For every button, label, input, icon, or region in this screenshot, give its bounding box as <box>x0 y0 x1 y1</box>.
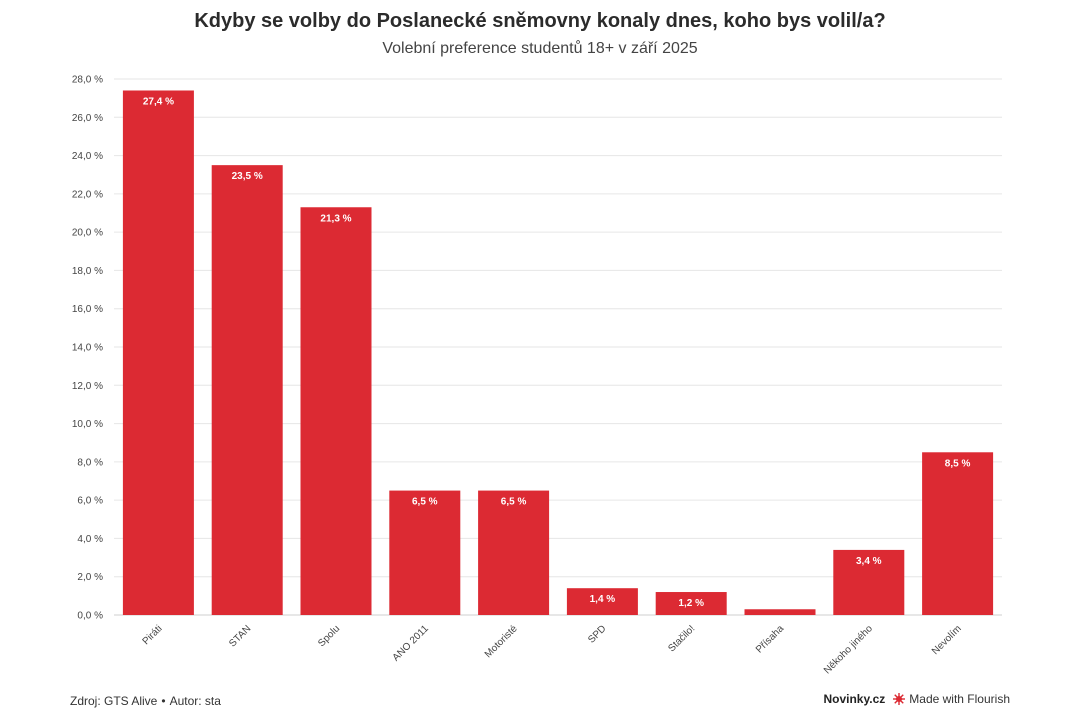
y-tick-label: 12,0 % <box>72 381 103 392</box>
bar <box>922 452 994 615</box>
y-tick-label: 8,0 % <box>77 457 103 468</box>
x-tick-label: STAN <box>227 623 253 649</box>
bar <box>122 90 194 615</box>
y-tick-label: 10,0 % <box>72 419 103 430</box>
y-tick-label: 22,0 % <box>72 189 103 200</box>
footer-branding: Novinky.cz Made with Flourish <box>823 692 1010 706</box>
y-tick-label: 26,0 % <box>72 113 103 124</box>
x-tick-label: SPD <box>586 623 608 645</box>
data-label: 6,5 % <box>501 497 527 508</box>
source-text: Zdroj: GTS Alive <box>70 694 158 708</box>
bar <box>300 207 372 615</box>
bar <box>744 609 816 615</box>
flourish-icon <box>893 693 906 705</box>
chart-subtitle: Volební preference studentů 18+ v září 2… <box>382 40 698 57</box>
data-label: 3,4 % <box>856 556 882 567</box>
flourish-link[interactable]: Made with Flourish <box>893 692 1010 706</box>
author-text: Autor: sta <box>169 694 221 708</box>
y-tick-label: 2,0 % <box>77 572 103 583</box>
data-label: 23,5 % <box>232 171 263 182</box>
bar-chart: 0,0 % 2,0 % 4,0 % 6,0 % 8,0 % 10,0 % 12,0 % 14,… <box>72 75 1002 676</box>
y-tick-label: 14,0 % <box>72 343 103 354</box>
data-label: 8,5 % <box>945 458 971 469</box>
brand-logo[interactable]: Novinky.cz <box>823 692 886 706</box>
data-label: 6,5 % <box>412 497 438 508</box>
x-tick-label: Spolu <box>316 623 342 649</box>
data-label: 21,3 % <box>320 213 351 224</box>
y-tick-label: 24,0 % <box>72 151 103 162</box>
data-label: 1,2 % <box>678 598 704 609</box>
x-tick-label: Motoristé <box>483 623 520 660</box>
chart-title: Kdyby se volby do Poslanecké sněmovny ko… <box>194 10 886 32</box>
bar <box>389 490 461 615</box>
y-tick-label: 20,0 % <box>72 228 103 239</box>
y-tick-label: 4,0 % <box>77 534 103 545</box>
bar <box>478 490 550 615</box>
x-tick-label: Piráti <box>141 623 165 647</box>
x-tick-label: Někoho jiného <box>822 623 875 676</box>
data-label: 27,4 % <box>143 96 174 107</box>
bar <box>566 588 638 615</box>
y-tick-label: 18,0 % <box>72 266 103 277</box>
x-tick-label: Nevolím <box>930 623 964 657</box>
footer-credits: Zdroj: GTS Alive • Autor: sta <box>70 694 221 708</box>
x-tick-label: Stačilo! <box>666 623 697 654</box>
y-tick-label: 6,0 % <box>77 496 103 507</box>
y-tick-label: 0,0 % <box>77 611 103 622</box>
flourish-text: Made with Flourish <box>909 692 1010 706</box>
data-label: 1,4 % <box>590 594 616 605</box>
y-tick-label: 28,0 % <box>72 75 103 86</box>
bar <box>211 165 283 615</box>
x-tick-label: ANO 2011 <box>391 623 432 664</box>
bar <box>833 549 905 615</box>
separator: • <box>161 694 166 708</box>
bar <box>655 592 727 615</box>
x-tick-label: Přísaha <box>754 623 786 655</box>
y-tick-label: 16,0 % <box>72 304 103 315</box>
